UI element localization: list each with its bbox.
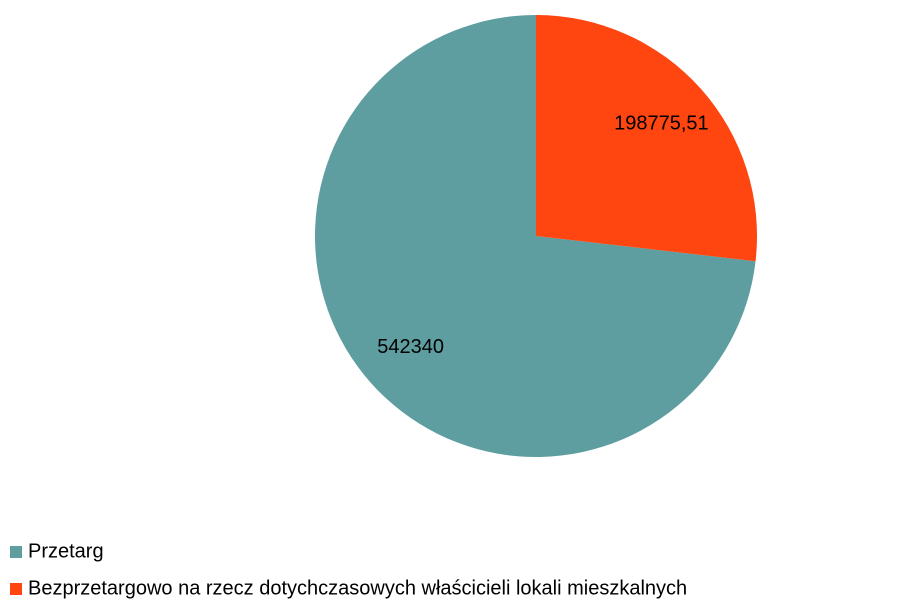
legend-swatch bbox=[10, 583, 22, 595]
data-label: 542340 bbox=[377, 336, 444, 358]
pie-slice bbox=[315, 15, 756, 458]
pie-slice bbox=[536, 15, 757, 262]
legend-swatch bbox=[10, 546, 22, 558]
legend-label: Bezprzetargowo na rzecz dotychczasowych … bbox=[28, 577, 687, 599]
legend-label: Przetarg bbox=[28, 540, 104, 562]
data-label: 198775,51 bbox=[614, 113, 709, 135]
